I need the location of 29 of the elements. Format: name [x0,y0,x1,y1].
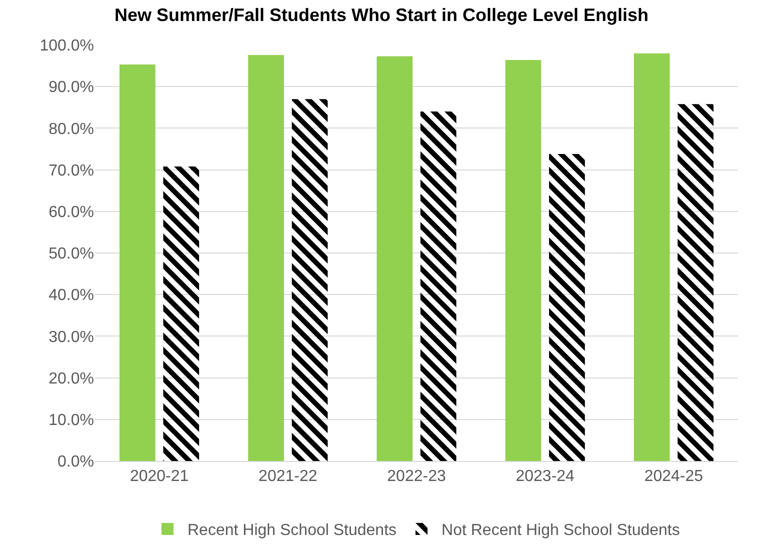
x-tick-label: 2020-21 [130,468,189,486]
chart-title: New Summer/Fall Students Who Start in College Level English [114,4,649,25]
bar [420,112,456,461]
bar [505,60,542,461]
x-tick-label: 2023-24 [516,468,575,486]
y-tick-label: 100.0% [40,38,94,55]
bar [678,104,714,461]
bar [163,166,200,461]
legend-label: Recent High School Students [188,522,397,540]
bar [120,64,156,461]
bar [634,53,670,461]
x-tick-label: 2024-25 [644,468,704,486]
y-tick-label: 30.0% [48,328,94,346]
y-tick-label: 0.0% [58,454,94,471]
bar [549,154,585,461]
y-tick-label: 60.0% [48,204,94,221]
y-tick-label: 70.0% [48,162,94,180]
y-tick-label: 20.0% [48,370,94,388]
bar [248,54,284,461]
y-tick-label: 40.0% [48,287,94,304]
x-tick-label: 2022-23 [387,468,446,486]
bar [292,99,328,461]
y-tick-label: 90.0% [48,79,94,96]
x-tick-label: 2021-22 [258,468,318,486]
legend-label: Not Recent High School Students [442,522,680,540]
y-tick-label: 50.0% [48,246,94,263]
bar [376,56,413,461]
y-tick-label: 10.0% [48,412,94,429]
y-tick-label: 80.0% [48,120,94,138]
